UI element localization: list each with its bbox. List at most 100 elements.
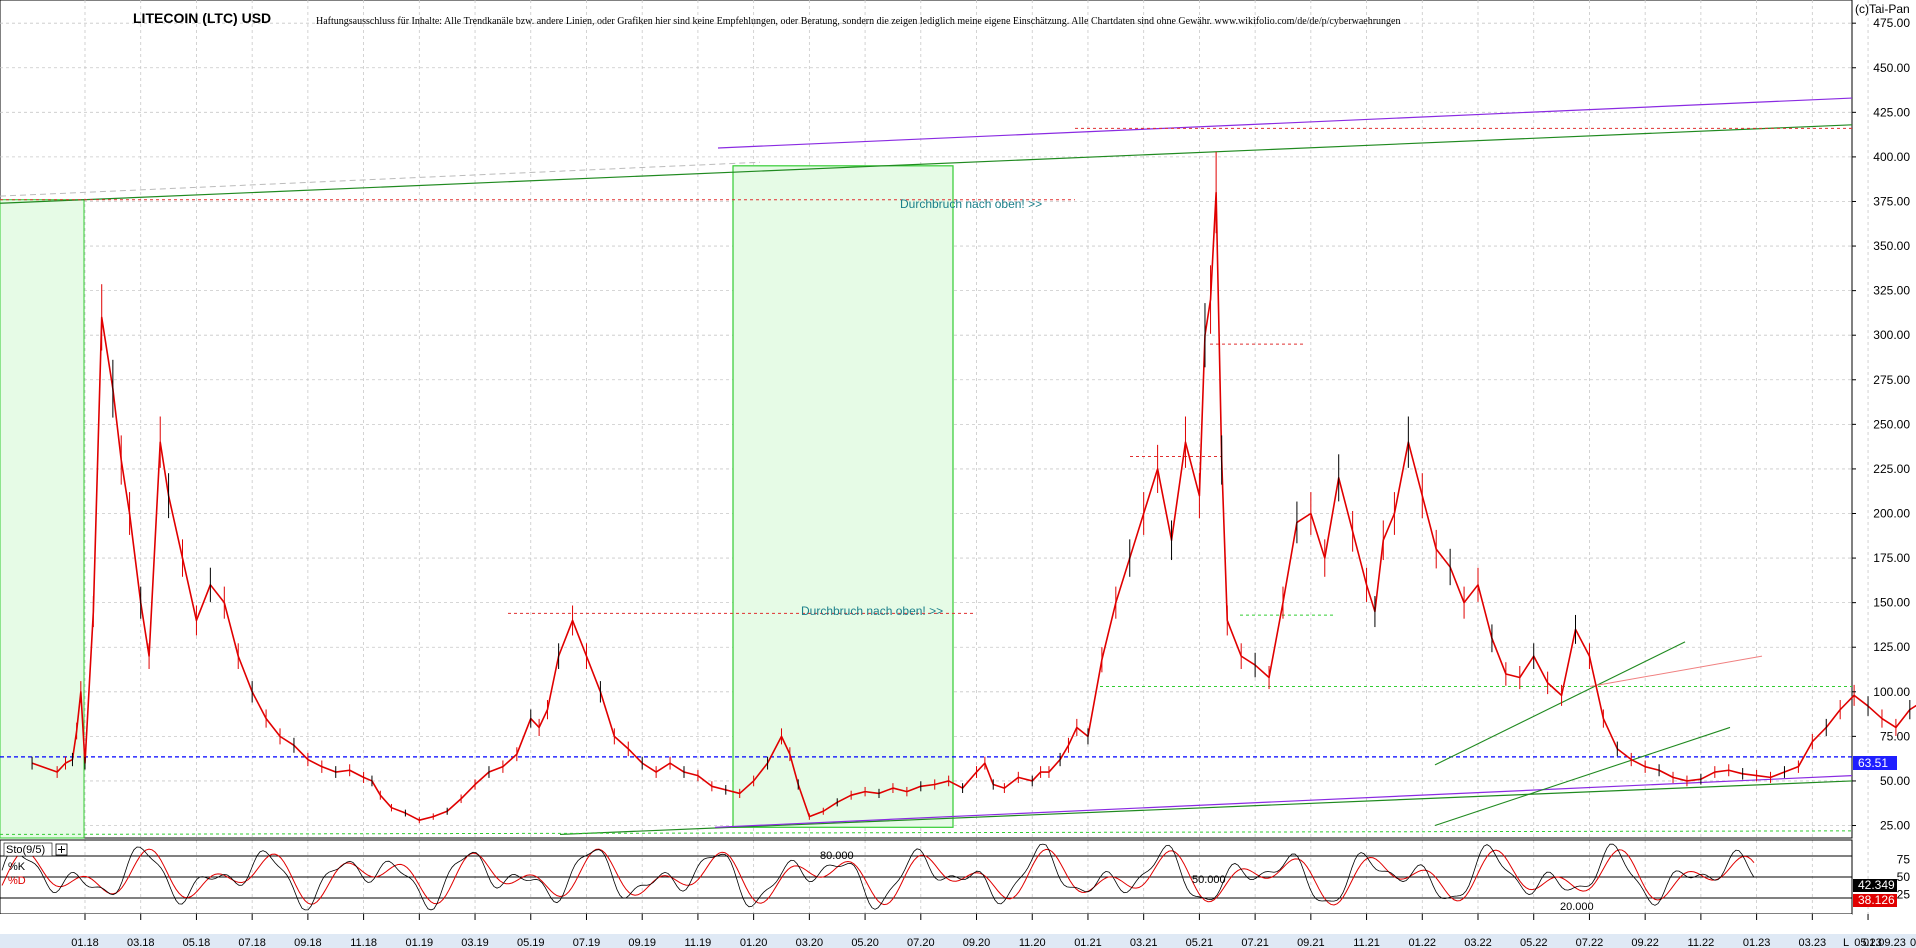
- y-tick-label: 350.00: [1873, 239, 1910, 253]
- x-axis: 01.18 03.18 05.18 07.18 09.18 11.18 01.19 03.19…: [71, 914, 1916, 948]
- breakout-annotation-lower: Durchbruch nach oben! >>: [801, 604, 943, 618]
- last-price-tag: [1853, 756, 1897, 770]
- x-tick-label: 05.21: [1186, 937, 1214, 948]
- brand-label: (c)Tai-Pan: [1855, 2, 1910, 16]
- stochastic-level-50: 50.000: [1192, 874, 1226, 886]
- x-axis-end-date: 01.09.23: [1863, 937, 1906, 948]
- y-tick-label: 325.00: [1873, 284, 1910, 298]
- stochastic-title: Sto(9/5): [6, 844, 45, 856]
- x-tick-label: 07.21: [1241, 937, 1269, 948]
- x-tick-label: 05.22: [1520, 937, 1548, 948]
- breakout-annotation-upper: Durchbruch nach oben! >>: [900, 197, 1042, 211]
- x-tick-label: 01.20: [740, 937, 768, 948]
- y-tick-label: 50.00: [1880, 774, 1910, 788]
- x-tick-label: 03.21: [1130, 937, 1158, 948]
- x-tick-label: 09.21: [1297, 937, 1325, 948]
- consolidation-zone-2017: [0, 199, 85, 839]
- x-tick-label: 09.19: [628, 937, 656, 948]
- x-tick-label: 03.20: [796, 937, 824, 948]
- x-tick-label: 11.21: [1353, 937, 1380, 948]
- y-tick-label: 425.00: [1873, 105, 1910, 119]
- stochastic-level-80: 80.000: [820, 850, 854, 862]
- trend-lines: [0, 97, 1853, 836]
- y-tick-label: 225.00: [1873, 462, 1910, 476]
- x-tick-label: 11.20: [1019, 937, 1046, 948]
- x-tick-label: 01.23: [1743, 937, 1771, 948]
- x-tick-label: 07.20: [907, 937, 935, 948]
- stochastic-y-tick: 25: [1897, 888, 1911, 902]
- x-tick-label: 01.18: [71, 937, 99, 948]
- x-tick-label: 11.19: [685, 937, 712, 948]
- channel-lower-line: [1434, 726, 1731, 827]
- long-term-support-line: [559, 780, 1853, 836]
- consolidation-zones: [0, 165, 954, 839]
- y-tick-label: 175.00: [1873, 551, 1910, 565]
- projected-resistance-line: [0, 161, 761, 197]
- x-tick-label: 09.18: [294, 937, 322, 948]
- x-tick-label: 05.19: [517, 937, 545, 948]
- x-tick-label: 03.22: [1464, 937, 1492, 948]
- disclaimer-text: Haftungsausschluss für Inhalte: Alle Tre…: [316, 16, 1401, 27]
- price-y-axis: 25.00 50.00 75.00 100.00 125.00 150.00 175.00 2…: [1852, 16, 1910, 833]
- y-tick-label: 150.00: [1873, 596, 1910, 610]
- x-tick-label: 03.18: [127, 937, 155, 948]
- y-tick-label: 25.00: [1880, 819, 1910, 833]
- x-tick-label: 05.23: [1854, 937, 1882, 948]
- pink-resistance-line: [1589, 655, 1763, 687]
- x-axis-end-marker: L: [1843, 937, 1849, 948]
- channel-upper-line: [1434, 641, 1686, 766]
- stochastic-k-line: [1, 843, 1755, 911]
- y-tick-label: 75.00: [1880, 729, 1910, 743]
- upper-purple-trend-line: [717, 97, 1853, 149]
- x-tick-label: 03.19: [461, 937, 489, 948]
- x-tick-label: 01.22: [1409, 937, 1437, 948]
- y-tick-label: 100.00: [1873, 685, 1910, 699]
- stochastic-label-box: [3, 842, 53, 857]
- y-tick-label: 450.00: [1873, 61, 1910, 75]
- stochastic-d-line: [1, 848, 1755, 906]
- x-tick-label: 01.19: [406, 937, 434, 948]
- x-tick-label: 01.21: [1074, 937, 1102, 948]
- stochastic-level-20: 20.000: [1560, 901, 1594, 913]
- x-tick-label: 03.23: [1799, 937, 1827, 948]
- stochastic-y-axis: 25 50 75: [1897, 853, 1911, 902]
- long-term-resistance-line: [0, 124, 1853, 204]
- y-tick-label: 475.00: [1873, 16, 1910, 30]
- price-series: [31, 151, 1916, 824]
- stochastic-legend-k: %K: [8, 861, 26, 873]
- x-tick-label: 09.20: [963, 937, 991, 948]
- x-tick-label: 07.19: [573, 937, 601, 948]
- price-panel-frame: [0, 0, 1853, 839]
- x-axis-strip: [0, 934, 1916, 948]
- y-tick-label: 300.00: [1873, 328, 1910, 342]
- plus-icon: [58, 846, 65, 853]
- x-tick-label: 07.23: [1910, 937, 1916, 948]
- chart-title: LITECOIN (LTC) USD: [133, 10, 271, 26]
- x-tick-label: 05.20: [851, 937, 879, 948]
- stochastic-d-value: 38.126: [1858, 893, 1895, 907]
- stochastic-k-tag: [1853, 879, 1897, 892]
- x-tick-label: 07.18: [238, 937, 266, 948]
- x-tick-label: 11.22: [1688, 937, 1715, 948]
- y-tick-label: 400.00: [1873, 150, 1910, 164]
- stochastic-series: [0, 843, 1852, 911]
- y-tick-label: 125.00: [1873, 640, 1910, 654]
- support-level-20: [0, 830, 1853, 835]
- consolidation-zone-2020: [732, 165, 954, 828]
- y-tick-label: 375.00: [1873, 194, 1910, 208]
- x-tick-label: 07.22: [1576, 937, 1604, 948]
- stochastic-y-tick: 75: [1897, 853, 1911, 867]
- stochastic-legend-d: %D: [8, 875, 26, 887]
- x-tick-label: 11.18: [350, 937, 377, 948]
- x-tick-label: 05.18: [183, 937, 211, 948]
- y-tick-label: 275.00: [1873, 373, 1910, 387]
- last-price-value: 63.51: [1858, 756, 1888, 770]
- y-tick-label: 200.00: [1873, 506, 1910, 520]
- x-tick-label: 09.22: [1631, 937, 1659, 948]
- stochastic-k-value: 42.349: [1858, 878, 1895, 892]
- stochastic-y-tick: 50: [1897, 870, 1911, 884]
- y-tick-label: 250.00: [1873, 417, 1910, 431]
- lower-purple-trend-line: [714, 774, 1853, 828]
